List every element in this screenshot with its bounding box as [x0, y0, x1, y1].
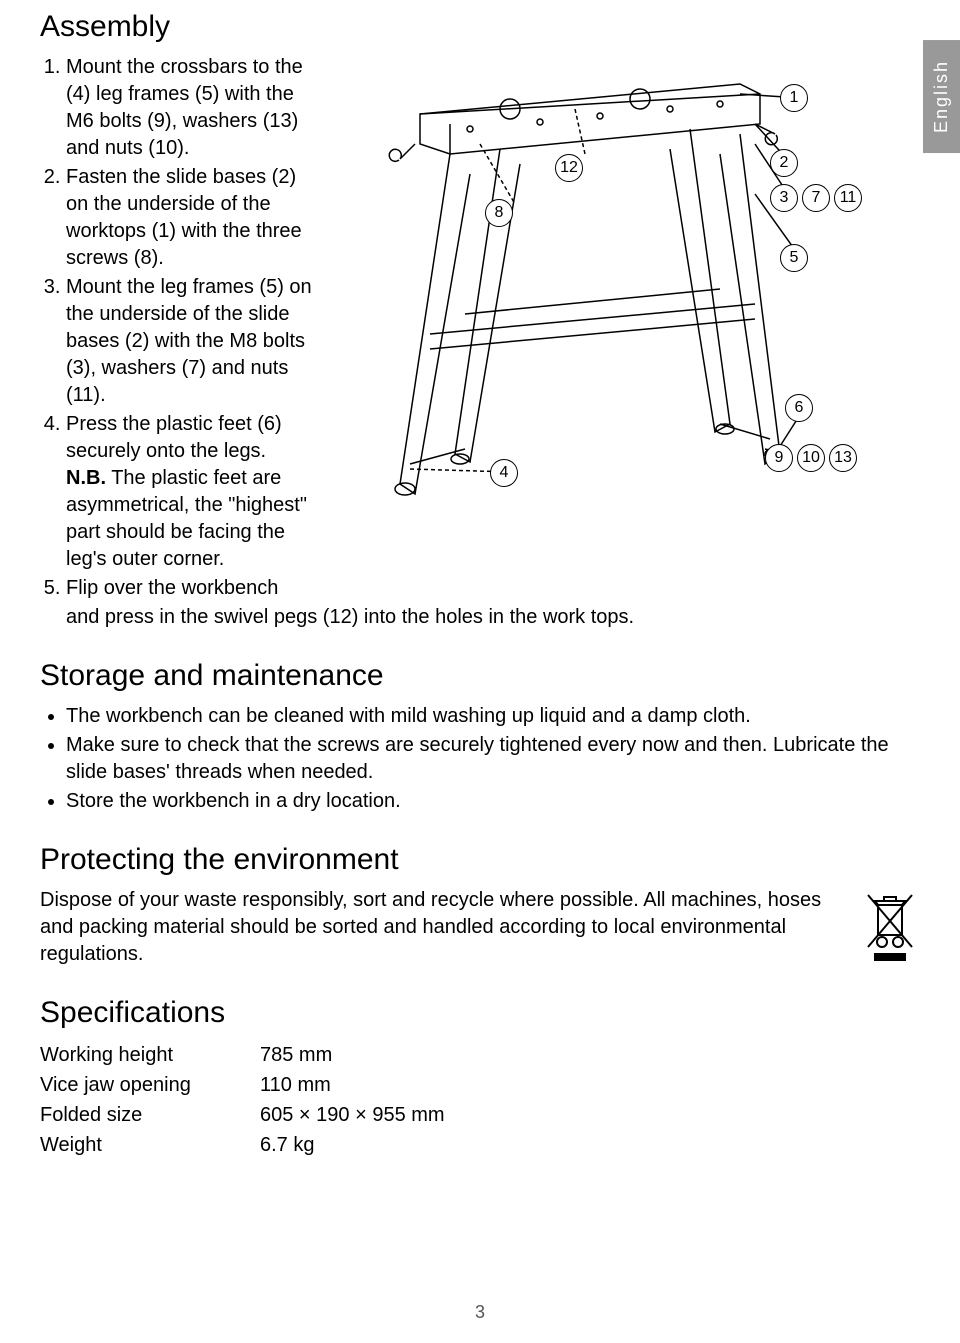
weee-icon	[860, 887, 920, 967]
callout-4: 4	[490, 459, 518, 487]
callout-8: 8	[485, 199, 513, 227]
callout-12: 12	[555, 154, 583, 182]
heading-specs: Specifications	[40, 996, 920, 1030]
table-row: Vice jaw opening 110 mm	[40, 1070, 920, 1100]
spec-value: 785 mm	[260, 1040, 332, 1070]
language-tab: English	[923, 40, 960, 153]
workbench-diagram: 12371156910131284	[340, 54, 920, 534]
callout-5: 5	[780, 244, 808, 272]
assembly-step: Flip over the workbench	[66, 575, 320, 602]
table-row: Weight 6.7 kg	[40, 1130, 920, 1160]
list-item: The workbench can be cleaned with mild w…	[66, 703, 920, 730]
spec-label: Vice jaw opening	[40, 1070, 260, 1100]
callout-13: 13	[829, 444, 857, 472]
heading-environment: Protecting the environment	[40, 843, 920, 877]
spec-label: Working height	[40, 1040, 260, 1070]
callout-1: 1	[780, 84, 808, 112]
callout-11: 11	[834, 184, 862, 212]
assembly-step: Mount the leg frames (5) on the undersid…	[66, 274, 320, 409]
assembly-step: Press the plastic feet (6) securely onto…	[66, 411, 320, 573]
spec-value: 6.7 kg	[260, 1130, 314, 1160]
callout-9: 9	[765, 444, 793, 472]
storage-bullets: The workbench can be cleaned with mild w…	[40, 703, 920, 815]
table-row: Folded size 605 × 190 × 955 mm	[40, 1100, 920, 1130]
assembly-steps: Mount the crossbars to the (4) leg frame…	[40, 54, 320, 604]
heading-assembly: Assembly	[40, 10, 920, 44]
spec-label: Folded size	[40, 1100, 260, 1130]
callout-6: 6	[785, 394, 813, 422]
spec-value: 605 × 190 × 955 mm	[260, 1100, 445, 1130]
table-row: Working height 785 mm	[40, 1040, 920, 1070]
spec-table: Working height 785 mm Vice jaw opening 1…	[40, 1040, 920, 1160]
list-item: Make sure to check that the screws are s…	[66, 732, 920, 786]
spec-value: 110 mm	[260, 1070, 331, 1100]
callout-10: 10	[797, 444, 825, 472]
assembly-step5-cont: and press in the swivel pegs (12) into t…	[66, 604, 920, 631]
callout-3: 3	[770, 184, 798, 212]
callout-7: 7	[802, 184, 830, 212]
list-item: Store the workbench in a dry location.	[66, 788, 920, 815]
environment-text: Dispose of your waste responsibly, sort …	[40, 887, 830, 968]
page-number: 3	[0, 1302, 960, 1323]
heading-storage: Storage and maintenance	[40, 659, 920, 693]
callout-2: 2	[770, 149, 798, 177]
assembly-step: Mount the crossbars to the (4) leg frame…	[66, 54, 320, 162]
assembly-step: Fasten the slide bases (2) on the unders…	[66, 164, 320, 272]
spec-label: Weight	[40, 1130, 260, 1160]
